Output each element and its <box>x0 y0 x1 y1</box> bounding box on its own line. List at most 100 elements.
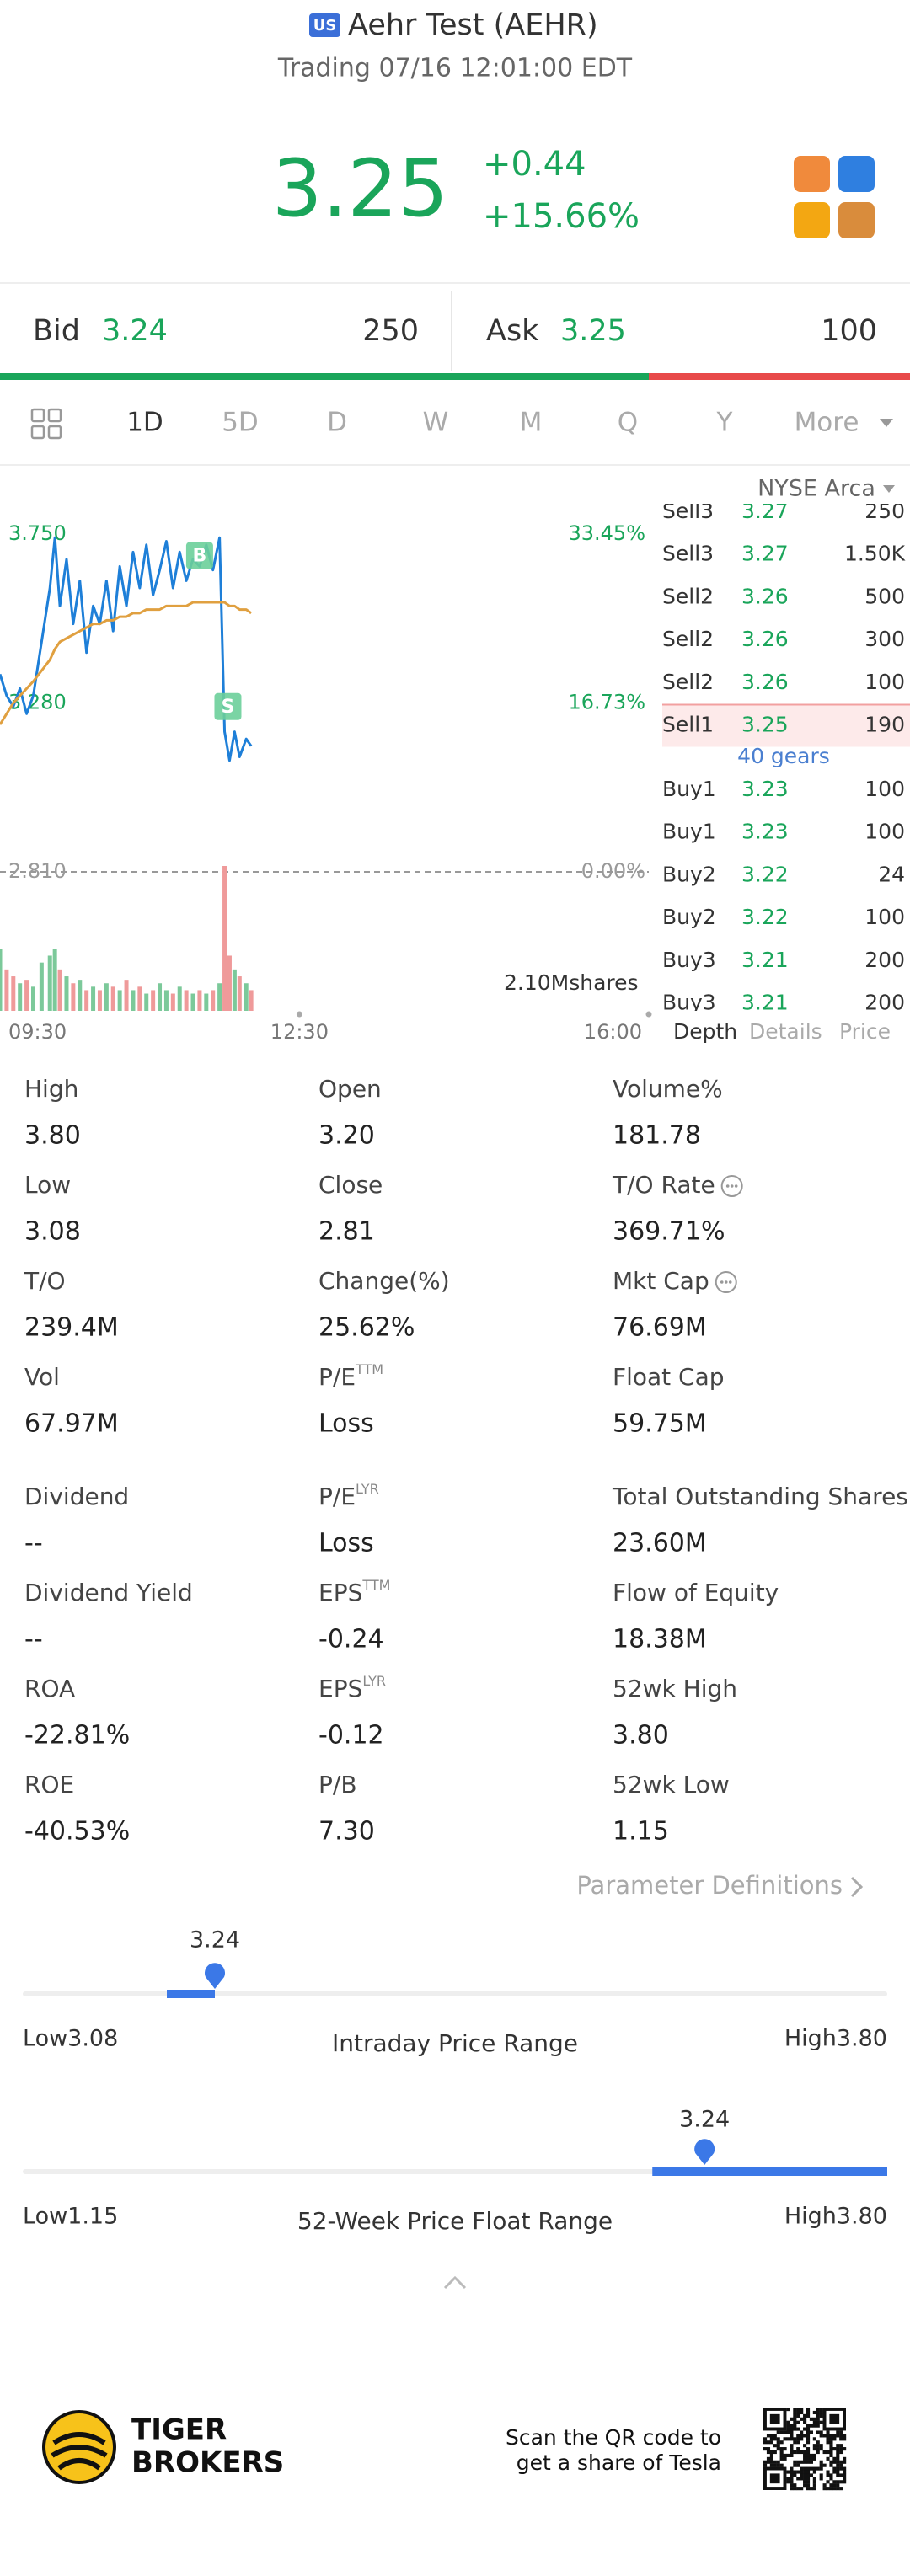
stat-value: 3.08 <box>24 1217 81 1247</box>
qr-module <box>829 2477 833 2481</box>
qr-module <box>800 2450 804 2455</box>
qr-module <box>783 2437 787 2441</box>
book-tab[interactable]: Depth <box>673 1019 737 1044</box>
period-tab[interactable]: 1D <box>126 408 163 438</box>
qr-module <box>812 2483 816 2488</box>
order-cell: 300 <box>864 627 905 651</box>
parameter-link[interactable]: Parameter Definitions <box>576 1871 843 1900</box>
x-tick-label: 09:30 <box>8 1020 67 1044</box>
order-cell: 3.27 <box>741 499 789 523</box>
period-tab[interactable]: M <box>520 408 543 438</box>
qr-module <box>816 2424 820 2428</box>
qr-module <box>769 2460 774 2464</box>
qr-module <box>816 2450 820 2455</box>
icon[interactable] <box>794 202 830 238</box>
qr-module <box>803 2477 807 2481</box>
qr-module <box>806 2450 811 2455</box>
qr-module <box>806 2466 811 2471</box>
qr-module <box>832 2487 837 2491</box>
qr-module <box>816 2413 820 2418</box>
period-tab[interactable]: 5D <box>222 408 259 438</box>
info-dot <box>728 1280 732 1284</box>
order-cell: Buy1 <box>662 777 716 801</box>
qr-finder <box>769 2413 780 2424</box>
order-cell: Buy1 <box>662 820 716 844</box>
qr-module <box>790 2450 794 2455</box>
qr-module <box>819 2444 823 2448</box>
qr-module <box>806 2424 811 2428</box>
qr-module <box>819 2463 823 2467</box>
qr-module <box>806 2440 811 2445</box>
qr-module <box>793 2450 797 2455</box>
stat-value: 25.62% <box>318 1313 415 1343</box>
order-cell: 100 <box>864 670 905 694</box>
qr-module <box>809 2487 813 2491</box>
layout-icon[interactable] <box>30 408 62 440</box>
order-cell: 3.26 <box>741 627 789 651</box>
qr-module <box>839 2450 843 2455</box>
stat-value: 67.97M <box>24 1409 119 1439</box>
stat-label: ROE <box>24 1771 74 1798</box>
qr-module <box>806 2413 811 2418</box>
qr-module <box>809 2456 813 2461</box>
qr-module <box>779 2440 784 2445</box>
period-tab[interactable]: Q <box>618 408 638 438</box>
qr-module <box>803 2427 807 2431</box>
book-tab[interactable]: Details <box>749 1019 822 1044</box>
stat-label-sup: TTM <box>355 1361 383 1377</box>
qr-module <box>836 2456 840 2461</box>
qr-module <box>786 2480 790 2484</box>
qr-module <box>793 2427 797 2431</box>
qr-module <box>826 2480 830 2484</box>
qr-finder <box>822 2407 847 2431</box>
qr-module <box>793 2487 797 2491</box>
qr-module <box>809 2424 813 2428</box>
stat-label: Vol <box>24 1363 60 1391</box>
period-tab[interactable]: W <box>423 408 449 438</box>
period-tab[interactable]: D <box>327 408 347 438</box>
x-tick-mark <box>296 1011 302 1018</box>
qr-module <box>776 2440 780 2445</box>
book-tab[interactable]: Price <box>839 1019 891 1044</box>
qr-module <box>843 2434 847 2438</box>
qr-module <box>839 2437 843 2441</box>
qr-module <box>843 2456 847 2461</box>
qr-module <box>812 2466 816 2471</box>
qr-module <box>790 2427 794 2431</box>
qr-module <box>812 2410 816 2415</box>
icon[interactable] <box>838 202 875 238</box>
qr-module <box>773 2463 777 2467</box>
order-cell: Buy2 <box>662 905 716 929</box>
qr-module <box>843 2460 847 2464</box>
last-price: 3.25 <box>272 143 448 235</box>
icon[interactable] <box>838 156 875 192</box>
qr-module <box>793 2483 797 2488</box>
qr-module <box>783 2453 787 2457</box>
brand-name: BROKERS <box>131 2446 284 2480</box>
qr-module <box>806 2427 811 2431</box>
period-tab[interactable]: More <box>795 408 859 438</box>
period-tab[interactable]: Y <box>716 408 733 438</box>
stat-label: Total Outstanding Shares <box>612 1483 908 1510</box>
price-change-pct: +15.66% <box>483 197 640 236</box>
qr-module <box>800 2466 804 2471</box>
qr-module <box>843 2473 847 2477</box>
stat-label: Flow of Equity <box>613 1579 779 1606</box>
tiger-logo <box>42 2410 116 2484</box>
range-pin <box>205 1963 225 1989</box>
x-tick-mark <box>645 1011 652 1018</box>
volume-bar <box>190 993 195 1011</box>
qr-module <box>796 2434 800 2438</box>
qr-module <box>779 2456 784 2461</box>
qr-module <box>796 2413 800 2418</box>
collapse-caret[interactable] <box>443 2275 467 2290</box>
qr-module <box>832 2483 837 2488</box>
qr-module <box>816 2420 820 2424</box>
qr-module <box>826 2487 830 2491</box>
action-icons <box>794 156 875 238</box>
icon[interactable] <box>794 156 830 192</box>
stat-label: High <box>24 1075 78 1103</box>
volume-bar <box>24 980 29 1011</box>
volume-bar <box>151 990 156 1011</box>
qr-module <box>796 2477 800 2481</box>
